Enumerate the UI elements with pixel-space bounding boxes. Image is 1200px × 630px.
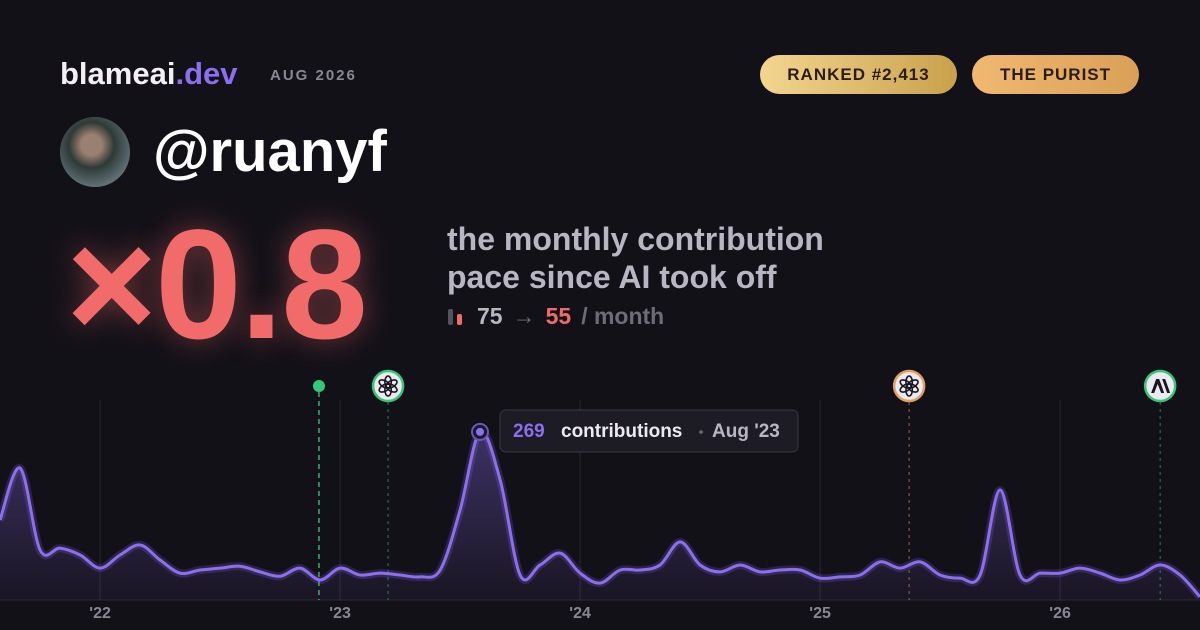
date: AUG 2026 <box>270 67 357 84</box>
icon-petal <box>899 379 912 389</box>
pace: 75 → 55 / month <box>447 303 664 330</box>
event-badge <box>371 369 405 403</box>
icon-petal <box>378 379 391 389</box>
x-tick-label: '25 <box>809 605 831 622</box>
tooltip-box <box>499 409 799 453</box>
pace-icon <box>448 308 462 325</box>
tooltip-value: 269 <box>513 421 545 442</box>
rank-badge: RANKED #2,413 <box>760 55 957 94</box>
x-tick-label: '24 <box>569 605 591 622</box>
x-tick-label: '23 <box>329 605 351 622</box>
handle: @ruanyf <box>153 119 387 184</box>
tooltip-unit: contributions <box>561 421 682 442</box>
tooltip-sep <box>699 430 703 434</box>
x-tick-label: '26 <box>1049 605 1071 622</box>
title-badge: THE PURIST <box>972 55 1139 94</box>
area <box>0 431 1200 600</box>
event-icon <box>892 369 926 403</box>
brand-name: blameai <box>60 56 176 91</box>
event-icon <box>1143 369 1177 403</box>
line <box>0 430 1200 598</box>
highlight-dot <box>476 427 484 436</box>
avatar <box>60 117 130 187</box>
pace-arrow: → <box>512 303 536 329</box>
pace-unit: / month <box>581 303 665 329</box>
description-line: the monthly contribution <box>447 221 824 257</box>
event-icon <box>371 369 405 403</box>
event-dot <box>312 380 325 392</box>
event-badge <box>892 369 926 403</box>
x-tick-label: '22 <box>89 605 111 622</box>
pace-after: 55 <box>545 303 572 329</box>
tooltip-label: Aug '23 <box>712 421 780 442</box>
icon-glyph <box>1151 379 1171 393</box>
multiplier: ×0.8 <box>66 198 368 372</box>
description: the monthly contribution pace since AI to… <box>447 220 824 296</box>
pace-before: 75 <box>477 303 503 329</box>
brand: blameai.dev <box>60 56 237 92</box>
brand-tld: .dev <box>175 56 238 91</box>
description-line: pace since AI took off <box>447 259 777 295</box>
